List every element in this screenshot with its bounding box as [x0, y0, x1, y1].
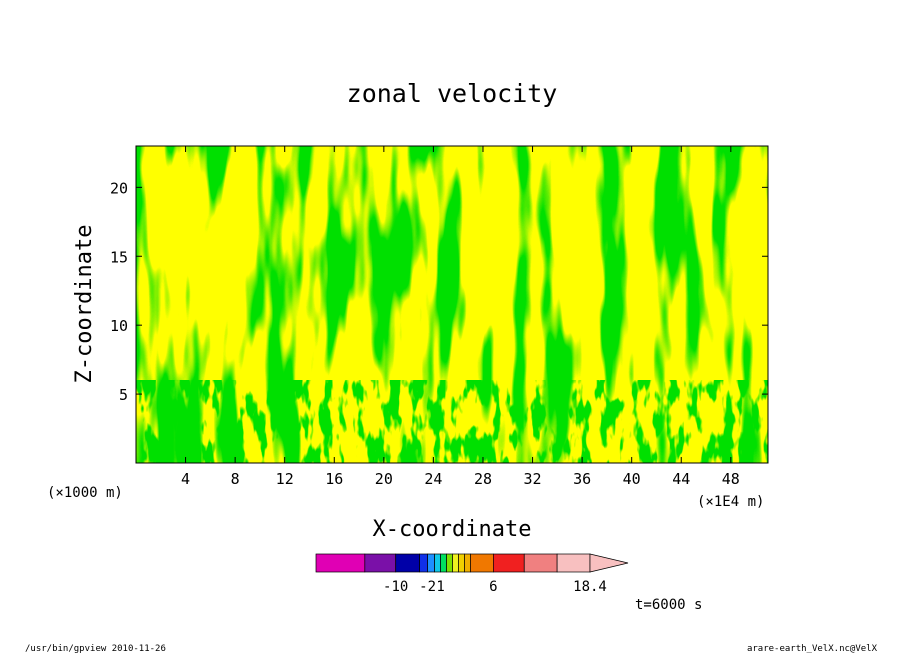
- colorbar-bin: [523, 553, 558, 573]
- colorbar-bin: [458, 553, 465, 573]
- footer-left: /usr/bin/gpview 2010-11-26: [25, 644, 166, 654]
- x-tick-label: 16: [325, 470, 343, 488]
- colorbar-tick-label: 18.4: [573, 579, 607, 595]
- x-tick-label: 40: [623, 470, 641, 488]
- y-tick-label: 10: [110, 317, 128, 335]
- contour-field: [136, 146, 768, 463]
- colorbar-bin: [470, 553, 494, 573]
- x-tick-label: 12: [276, 470, 294, 488]
- colorbar-bin: [452, 553, 459, 573]
- y-axis-label: Z-coordinate: [72, 225, 97, 384]
- colorbar: -10 -2 1 6 18.4: [315, 553, 629, 595]
- x-tick-label: 32: [524, 470, 542, 488]
- footer-right: arare-earth_VelX.nc@VelX: [747, 644, 878, 654]
- colorbar-extension: [589, 553, 629, 573]
- colorbar-tick-label: -10: [383, 579, 408, 595]
- colorbar-tick-label: 6: [489, 579, 497, 595]
- x-axis-label: X-coordinate: [373, 517, 532, 542]
- y-tick-label: 15: [110, 248, 128, 266]
- colorbar-bin: [427, 553, 435, 573]
- y-tick-label: 5: [119, 386, 128, 404]
- colorbar-bin: [419, 553, 428, 573]
- x-tick-label: 44: [672, 470, 690, 488]
- colorbar-tick-label: 1: [436, 579, 444, 595]
- colorbar-bin: [446, 553, 453, 573]
- x-tick-label: 28: [474, 470, 492, 488]
- colorbar-bin: [493, 553, 525, 573]
- x-tick-label: 48: [722, 470, 740, 488]
- colorbar-bin: [464, 553, 471, 573]
- field-contours-lower: [136, 380, 768, 463]
- x-tick-label: 20: [375, 470, 393, 488]
- x-tick-label: 8: [231, 470, 240, 488]
- colorbar-bin: [556, 553, 591, 573]
- colorbar-tick-label: -2: [419, 579, 436, 595]
- plot-frame: [135, 145, 769, 464]
- x-tick-label: 24: [424, 470, 442, 488]
- x-tick-label: 36: [573, 470, 591, 488]
- colorbar-bin: [315, 553, 366, 573]
- y-tick-label: 20: [110, 179, 128, 197]
- colorbar-bin: [364, 553, 397, 573]
- time-label: t=6000 s: [635, 597, 702, 613]
- colorbar-bin: [434, 553, 441, 573]
- colorbar-bin: [440, 553, 447, 573]
- x-axis: 4 8 12 16 20 24 28 32 36 40 44 48: [181, 146, 740, 488]
- x-tick-label: 4: [181, 470, 190, 488]
- x-scale-label: (×1E4 m): [697, 494, 764, 510]
- colorbar-bin: [395, 553, 420, 573]
- x-unit-label: (×1000 m): [47, 485, 123, 501]
- y-axis: 5 10 15 20: [110, 179, 768, 404]
- chart-title: zonal velocity: [347, 79, 558, 108]
